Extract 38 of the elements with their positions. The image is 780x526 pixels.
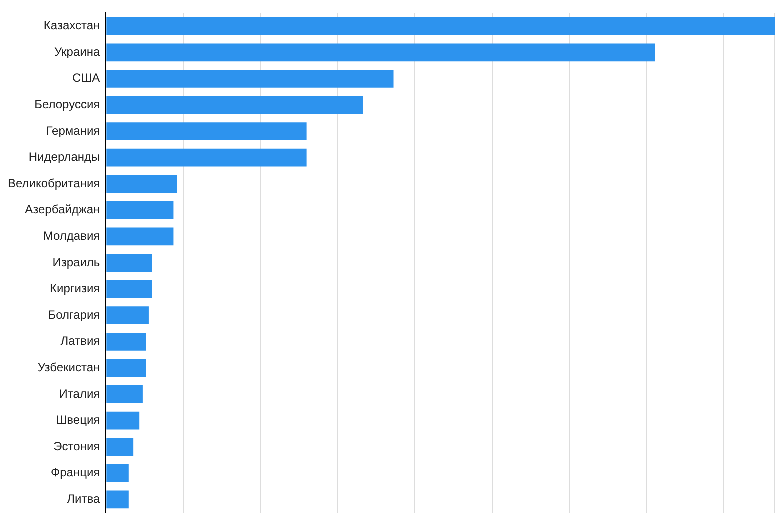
bar bbox=[106, 464, 129, 482]
bar bbox=[106, 412, 140, 430]
bar bbox=[106, 280, 152, 298]
y-tick-label: Украина bbox=[54, 44, 100, 59]
y-tick-label: Белоруссия bbox=[34, 98, 100, 112]
bar bbox=[106, 122, 307, 140]
y-tick-label: Франция bbox=[50, 466, 100, 480]
bar bbox=[106, 148, 307, 167]
y-tick-label: США bbox=[72, 71, 100, 86]
y-tick-label: Великобритания bbox=[8, 176, 100, 190]
y-tick-label: Германия bbox=[46, 124, 100, 138]
y-tick-label: Киргизия bbox=[50, 282, 100, 296]
bar bbox=[106, 17, 775, 36]
bar bbox=[106, 254, 152, 272]
bar bbox=[106, 175, 178, 194]
y-tick-label: Нидерланды bbox=[28, 150, 100, 164]
bar bbox=[106, 201, 174, 220]
bar bbox=[106, 96, 363, 114]
bar bbox=[106, 306, 149, 325]
y-tick-label: Азербайджан bbox=[25, 202, 100, 217]
y-tick-label: Узбекистан bbox=[38, 360, 100, 374]
bar bbox=[106, 332, 146, 351]
bar bbox=[106, 228, 174, 246]
y-tick-label: Латвия bbox=[60, 334, 100, 348]
y-tick-label: Литва bbox=[67, 492, 100, 506]
y-tick-label: Эстония bbox=[54, 439, 100, 454]
bar bbox=[106, 44, 656, 62]
y-tick-label: Израиль bbox=[52, 255, 100, 270]
bar bbox=[106, 70, 394, 88]
y-tick-label: Италия bbox=[59, 386, 100, 401]
y-tick-label: Швеция bbox=[56, 413, 100, 428]
y-tick-label: Молдавия bbox=[43, 229, 100, 244]
y-tick-label: Казахстан bbox=[44, 18, 100, 33]
bar bbox=[106, 386, 143, 404]
y-tick-label: Болгария bbox=[48, 308, 100, 322]
bar bbox=[106, 490, 129, 509]
bar bbox=[106, 438, 134, 456]
bar bbox=[106, 359, 146, 378]
